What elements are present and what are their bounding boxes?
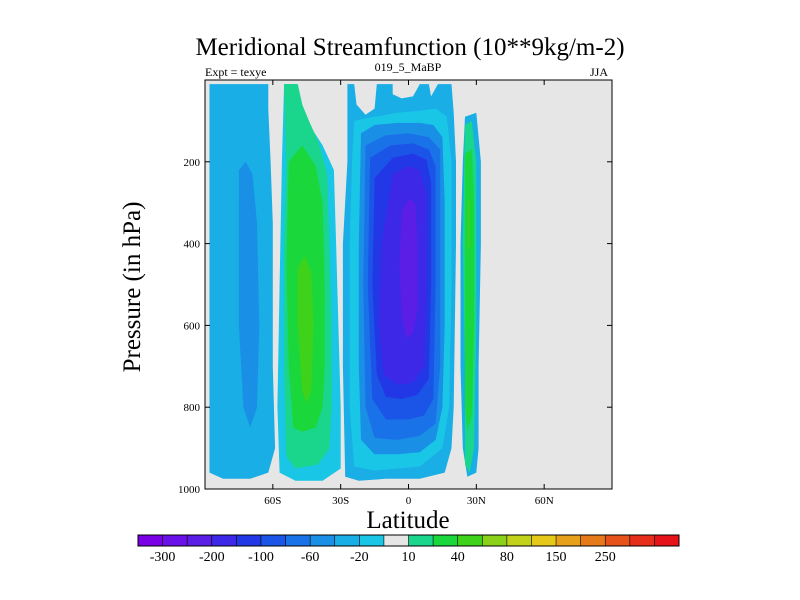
colorbar-swatch xyxy=(138,535,163,546)
colorbar-label: -300 xyxy=(150,550,176,565)
y-tick-label: 600 xyxy=(184,320,201,332)
colorbar-swatch xyxy=(383,535,409,546)
colorbar-swatch xyxy=(457,535,483,546)
colorbar-swatch xyxy=(629,535,655,546)
colorbar-swatch xyxy=(359,535,385,546)
x-tick-label: 0 xyxy=(406,495,412,507)
colorbar-frame xyxy=(137,534,680,547)
y-tick-label: 1000 xyxy=(178,484,201,496)
x-axis: 60S 30S 0 30N 60N xyxy=(264,80,554,507)
colorbar-swatch xyxy=(162,535,188,546)
experiment-label: Expt = texye xyxy=(205,65,266,79)
colorbar-swatch xyxy=(580,535,606,546)
colorbar-label: 40 xyxy=(451,550,465,565)
colorbar-swatch xyxy=(531,535,557,546)
y-tick-label: 400 xyxy=(184,239,201,251)
colorbar-label: -100 xyxy=(248,550,274,565)
colorbar-swatch xyxy=(285,535,311,546)
plot-area xyxy=(204,79,613,490)
colorbar-label: 80 xyxy=(500,550,514,565)
x-tick-label: 60S xyxy=(264,495,281,507)
y-tick-label: 800 xyxy=(184,402,201,414)
colorbar-swatch xyxy=(236,535,262,546)
season-label: JJA xyxy=(590,65,608,79)
x-tick-label: 60N xyxy=(535,495,554,507)
chart-title: Meridional Streamfunction (10**9kg/m-2) xyxy=(195,34,624,61)
colorbar-swatch xyxy=(260,535,286,546)
colorbar-label: -60 xyxy=(301,550,320,565)
run-label: 019_5_MaBP xyxy=(375,60,442,74)
x-axis-label: Latitude xyxy=(366,507,449,534)
y-tick-label: 200 xyxy=(184,157,201,169)
x-tick-label: 30S xyxy=(332,495,349,507)
y-axis: 200 400 600 800 1000 xyxy=(178,157,612,496)
colorbar-swatch xyxy=(506,535,532,546)
contour-region-5 xyxy=(297,255,314,404)
y-axis-label: Pressure (in hPa) xyxy=(119,202,146,373)
x-tick-label: 30N xyxy=(467,495,486,507)
colorbar-swatch xyxy=(334,535,360,546)
colorbar-label: -20 xyxy=(350,550,369,565)
colorbar-swatch xyxy=(310,535,336,546)
colorbar-label: 10 xyxy=(402,550,416,565)
contour-region-1 xyxy=(238,161,260,428)
colorbar-swatch xyxy=(408,535,434,546)
colorbar-label: 250 xyxy=(595,550,616,565)
colorbar-swatch xyxy=(187,535,213,546)
colorbar-label: 150 xyxy=(546,550,567,565)
contour-region-16 xyxy=(465,149,475,432)
colorbar-swatch xyxy=(556,535,581,546)
colorbar-swatch xyxy=(211,535,237,546)
contour-region-13 xyxy=(399,198,418,338)
contour-region-17 xyxy=(467,198,470,252)
colorbar-swatch xyxy=(433,535,458,546)
colorbar-swatch xyxy=(605,535,631,546)
colorbar-label: -200 xyxy=(199,550,225,565)
colorbar-swatch xyxy=(654,535,680,546)
colorbar-swatch xyxy=(482,535,508,546)
colorbar: -300 -200 -100 -60 -20 10 40 80 150 250 xyxy=(137,534,680,565)
